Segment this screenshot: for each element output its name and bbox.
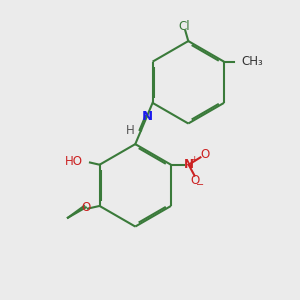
Text: N: N bbox=[184, 158, 194, 171]
Text: O: O bbox=[81, 201, 90, 214]
Text: O: O bbox=[190, 174, 199, 188]
Text: H: H bbox=[126, 124, 135, 137]
Text: O: O bbox=[200, 148, 209, 161]
Text: +: + bbox=[190, 155, 198, 164]
Text: CH₃: CH₃ bbox=[242, 55, 263, 68]
Text: Cl: Cl bbox=[178, 20, 190, 33]
Text: HO: HO bbox=[64, 154, 82, 167]
Text: −: − bbox=[196, 180, 205, 190]
Text: N: N bbox=[141, 110, 152, 123]
